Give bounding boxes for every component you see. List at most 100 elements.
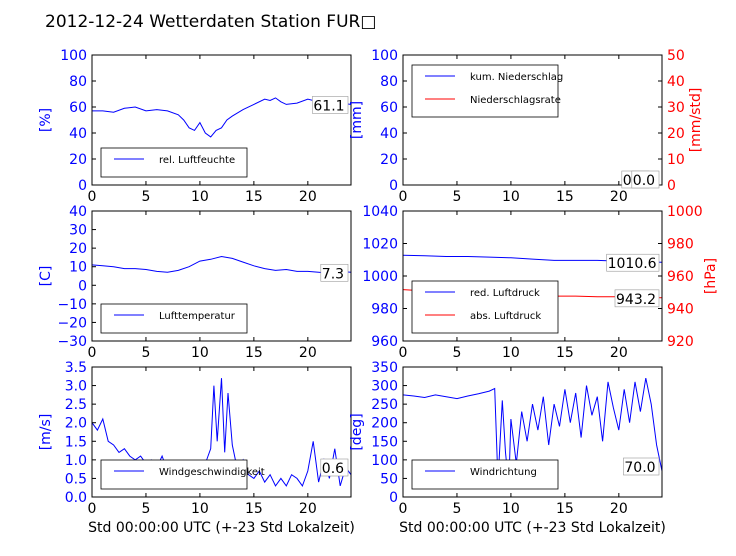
y-tick-label-winddir-6: 300: [371, 379, 398, 395]
x-axis-label-windspeed: Std 00:00:00 UTC (+-23 Std Lokalzeit): [88, 520, 355, 536]
legend-box-windspeed: [100, 459, 248, 490]
y2-tick-label-precip-0: 0: [667, 178, 676, 194]
legend-label-pressure-1: abs. Luftdruck: [470, 311, 541, 322]
panel-precip: 0 5 10 15 20 0 20 40 60 80 100 0 10 20 30 40 50 [mm] [mm/s…: [349, 48, 704, 205]
plot-frame-winddir: [402, 366, 663, 498]
y-tick-label-windspeed-0: 0.0: [65, 490, 87, 506]
annotation-box-precip-1: [631, 170, 660, 189]
panel-temperature: 0 5 10 15 20 −30 −20 −10 0 10 20 30 40 [C] Lufttempera…: [38, 204, 352, 361]
x-tick-label-windspeed-2: 10: [191, 501, 209, 517]
x-tick-label-precip-1: 5: [452, 189, 461, 205]
x-tick-label-windspeed-1: 5: [141, 501, 150, 517]
x-tick-label-temperature-1: 5: [141, 345, 150, 361]
panel-pressure: 0 5 10 15 20 960 980 1000 1020 1040 920 940 960 980 10…: [362, 204, 719, 361]
legend-label-windspeed-0: Windgeschwindigkeit: [159, 467, 265, 478]
x-tick-label-pressure-2: 10: [502, 345, 520, 361]
figure-title: 2012-12-24 Wetterdaten Station FUR□: [45, 12, 376, 32]
y-tick-label-winddir-0: 0: [389, 490, 398, 506]
annotation-value-pressure-1: 943.2: [616, 292, 656, 308]
y-tick-label-humidity-1: 20: [69, 152, 87, 168]
y2-axis-label-precip: [mm/std]: [688, 88, 704, 153]
x-tick-label-windspeed-0: 0: [88, 501, 97, 517]
series-line-windspeed-0: [91, 378, 352, 487]
y-tick-label-temperature-6: 30: [69, 223, 87, 239]
legend-label-winddir-0: Windrichtung: [470, 467, 537, 478]
y-tick-label-humidity-2: 40: [69, 126, 87, 142]
y-tick-label-windspeed-5: 2.5: [65, 397, 87, 413]
x-tick-label-winddir-3: 15: [556, 501, 574, 517]
y2-tick-label-precip-3: 30: [667, 100, 685, 116]
y2-tick-label-precip-4: 40: [667, 74, 685, 90]
y-tick-label-winddir-3: 150: [371, 434, 398, 450]
y-tick-label-windspeed-2: 1.0: [65, 453, 87, 469]
x-tick-label-winddir-4: 20: [610, 501, 628, 517]
y-tick-label-temperature-3: 0: [78, 278, 87, 294]
y-tick-label-humidity-0: 0: [78, 178, 87, 194]
y2-tick-label-pressure-3: 980: [667, 237, 694, 253]
x-tick-label-winddir-1: 5: [452, 501, 461, 517]
series-line-winddir-0: [402, 377, 663, 486]
legend-label-pressure-0: red. Luftdruck: [470, 288, 540, 299]
y2-tick-label-pressure-4: 1000: [667, 204, 703, 220]
y-axis-label-humidity: [%]: [38, 108, 54, 132]
y-tick-label-humidity-4: 80: [69, 74, 87, 90]
y-tick-label-pressure-1: 980: [371, 302, 398, 318]
y-tick-label-humidity-3: 60: [69, 100, 87, 116]
x-axis-label-winddir: Std 00:00:00 UTC (+-23 Std Lokalzeit): [399, 520, 666, 536]
y2-tick-label-precip-5: 50: [667, 48, 685, 64]
y2-tick-label-precip-2: 20: [667, 126, 685, 142]
y-tick-label-pressure-4: 1040: [362, 204, 398, 220]
y-tick-label-windspeed-3: 1.5: [65, 434, 87, 450]
annotation-box-winddir-0: [623, 457, 660, 476]
y-tick-label-temperature-7: 40: [69, 204, 87, 220]
legend-label-precip-1: Niederschlagsrate: [470, 95, 561, 106]
x-tick-label-temperature-3: 15: [245, 345, 263, 361]
annotation-value-windspeed-0: 0.6: [322, 461, 344, 477]
annotation-box-windspeed-0: [320, 458, 349, 477]
annotation-value-humidity-0: 61.1: [313, 98, 344, 114]
y-axis-label-windspeed: [m/s]: [38, 414, 54, 451]
y-tick-label-winddir-7: 350: [371, 360, 398, 376]
x-tick-label-windspeed-4: 20: [299, 501, 317, 517]
panel-humidity: 0 5 10 15 20 0 20 40 60 80 100 [%] rel. Luftfeuchte 6…: [38, 48, 352, 205]
y2-tick-label-precip-1: 10: [667, 152, 685, 168]
y-axis-label-winddir: [deg]: [349, 413, 365, 450]
x-tick-label-precip-3: 15: [556, 189, 574, 205]
y-tick-label-windspeed-6: 3.0: [65, 379, 87, 395]
y-tick-label-precip-2: 40: [380, 126, 398, 142]
y-tick-label-precip-5: 100: [371, 48, 398, 64]
y-tick-label-temperature-5: 20: [69, 241, 87, 257]
annotation-value-temperature-0: 7.3: [322, 266, 344, 282]
y-tick-label-winddir-2: 100: [371, 453, 398, 469]
x-tick-label-pressure-0: 0: [399, 345, 408, 361]
y-tick-label-windspeed-4: 2.0: [65, 416, 87, 432]
y-tick-label-temperature-4: 10: [69, 260, 87, 276]
legend-label-temperature-0: Lufttemperatur: [159, 311, 236, 322]
legend-box-temperature: [100, 303, 248, 334]
y-tick-label-precip-4: 80: [380, 74, 398, 90]
y-tick-label-winddir-1: 50: [380, 471, 398, 487]
x-tick-label-humidity-2: 10: [191, 189, 209, 205]
legend-label-precip-0: kum. Niederschlag: [470, 72, 563, 83]
y-tick-label-winddir-5: 250: [371, 397, 398, 413]
plot-frame-temperature: [91, 210, 352, 342]
legend-box-pressure: [411, 280, 559, 334]
x-tick-label-pressure-4: 20: [610, 345, 628, 361]
y-tick-label-precip-3: 60: [380, 100, 398, 116]
y2-axis-label-pressure: [hPa]: [703, 258, 719, 294]
y2-tick-label-pressure-2: 960: [667, 269, 694, 285]
y-tick-label-pressure-0: 960: [371, 334, 398, 350]
annotation-box-pressure-1: [614, 289, 660, 308]
y-tick-label-temperature-2: −10: [57, 297, 87, 313]
plot-frame-humidity: [91, 54, 352, 186]
y-tick-label-pressure-2: 1000: [362, 269, 398, 285]
x-tick-label-pressure-1: 5: [452, 345, 461, 361]
legend-box-winddir: [411, 459, 559, 490]
annotation-value-winddir-0: 70.0: [624, 460, 655, 476]
annotation-box-humidity-0: [312, 96, 349, 114]
y-tick-label-precip-0: 0: [389, 178, 398, 194]
y-axis-label-temperature: [C]: [38, 266, 54, 287]
legend-box-precip: [411, 64, 559, 118]
